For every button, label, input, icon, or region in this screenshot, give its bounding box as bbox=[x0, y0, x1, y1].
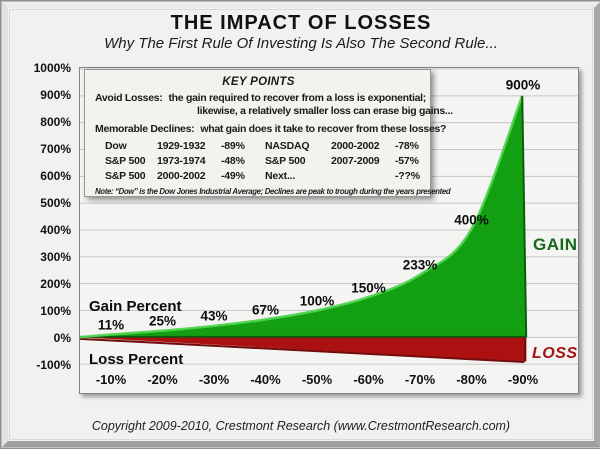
gain-series-label: Gain Percent bbox=[89, 298, 182, 315]
decline-cell: 2000-2002 bbox=[331, 140, 380, 152]
decline-cell: S&P 500 bbox=[105, 170, 146, 182]
loss-area-label: LOSS bbox=[532, 345, 578, 362]
x-tick-label: -90% bbox=[507, 372, 539, 387]
key-points-title: KEY POINTS bbox=[222, 76, 295, 88]
gain-data-label: 400% bbox=[454, 212, 489, 228]
memorable-declines-text: what gain does it take to recover from t… bbox=[200, 123, 447, 135]
decline-cell: Next... bbox=[265, 170, 296, 182]
memorable-declines-label: Memorable Declines: bbox=[95, 123, 195, 135]
x-tick-label: -70% bbox=[404, 372, 436, 387]
loss-series-label: Loss Percent bbox=[89, 351, 184, 368]
y-tick-label: 100% bbox=[40, 304, 71, 318]
decline-cell: -89% bbox=[221, 140, 245, 152]
gain-area-label: GAIN bbox=[533, 235, 578, 254]
y-tick-label: -100% bbox=[36, 358, 71, 372]
avoid-losses-text: the gain required to recover from a loss… bbox=[168, 92, 426, 104]
y-tick-label: 500% bbox=[40, 196, 71, 210]
decline-cell: -57% bbox=[395, 155, 419, 167]
x-tick-label: -60% bbox=[353, 372, 384, 387]
gain-data-label: 100% bbox=[299, 293, 335, 309]
decline-cell: -48% bbox=[221, 155, 245, 167]
key-points-box: KEY POINTS Avoid Losses: the gain requir… bbox=[84, 69, 453, 197]
gain-data-label: 11% bbox=[97, 317, 125, 333]
x-tick-label: -80% bbox=[456, 372, 487, 387]
page-title: THE IMPACT OF LOSSES bbox=[170, 12, 432, 34]
decline-cell: S&P 500 bbox=[105, 155, 146, 167]
avoid-losses-continuation: likewise, a relatively smaller loss can … bbox=[197, 105, 453, 117]
gain-data-label: 233% bbox=[402, 257, 438, 273]
x-tick-label: -30% bbox=[198, 372, 230, 387]
y-tick-label: 400% bbox=[40, 223, 71, 237]
decline-cell: 2007-2009 bbox=[331, 155, 380, 167]
decline-cell: -78% bbox=[395, 140, 419, 152]
decline-cell: -??% bbox=[395, 170, 420, 182]
y-tick-label: 300% bbox=[40, 250, 71, 264]
page-subtitle: Why The First Rule Of Investing Is Also … bbox=[104, 35, 498, 52]
decline-cell: Dow bbox=[105, 140, 127, 152]
decline-cell: -49% bbox=[221, 170, 245, 182]
memorable-declines-line: Memorable Declines: what gain does it ta… bbox=[95, 123, 446, 136]
avoid-losses-label: Avoid Losses: bbox=[95, 92, 163, 104]
y-tick-label: 700% bbox=[40, 142, 71, 156]
declines-table: Dow 1929-1932 -89% NASDAQ 2000-2002 -78% S&P 5… bbox=[105, 139, 422, 184]
y-tick-label: 600% bbox=[40, 169, 71, 183]
decline-cell: 1929-1932 bbox=[157, 140, 206, 152]
decline-cell: S&P 500 bbox=[265, 155, 306, 167]
x-tick-label: -10% bbox=[95, 372, 127, 387]
decline-cell: 1973-1974 bbox=[157, 155, 206, 167]
y-tick-label: 800% bbox=[40, 115, 71, 129]
gain-data-label: 25% bbox=[148, 313, 177, 329]
y-tick-label: 900% bbox=[40, 88, 71, 102]
y-tick-label: 1000% bbox=[33, 61, 71, 75]
decline-cell: 2000-2002 bbox=[157, 170, 206, 182]
copyright-text: Copyright 2009-2010, Crestmont Research … bbox=[91, 419, 511, 433]
decline-cell bbox=[331, 169, 395, 184]
x-tick-label: -40% bbox=[250, 372, 281, 387]
decline-cell: NASDAQ bbox=[265, 140, 310, 152]
gain-data-label: 43% bbox=[200, 308, 228, 324]
gain-data-label: 67% bbox=[251, 302, 280, 318]
gain-data-label: 150% bbox=[351, 280, 386, 295]
avoid-losses-line: Avoid Losses: the gain required to recov… bbox=[95, 92, 426, 105]
x-tick-label: -20% bbox=[147, 372, 178, 387]
x-tick-label: -50% bbox=[301, 372, 333, 387]
y-tick-label: 0% bbox=[53, 331, 71, 345]
key-points-note: Note: “Dow” is the Dow Jones Industrial … bbox=[95, 187, 451, 196]
y-tick-label: 200% bbox=[40, 277, 71, 291]
gain-data-label: 900% bbox=[505, 77, 541, 93]
